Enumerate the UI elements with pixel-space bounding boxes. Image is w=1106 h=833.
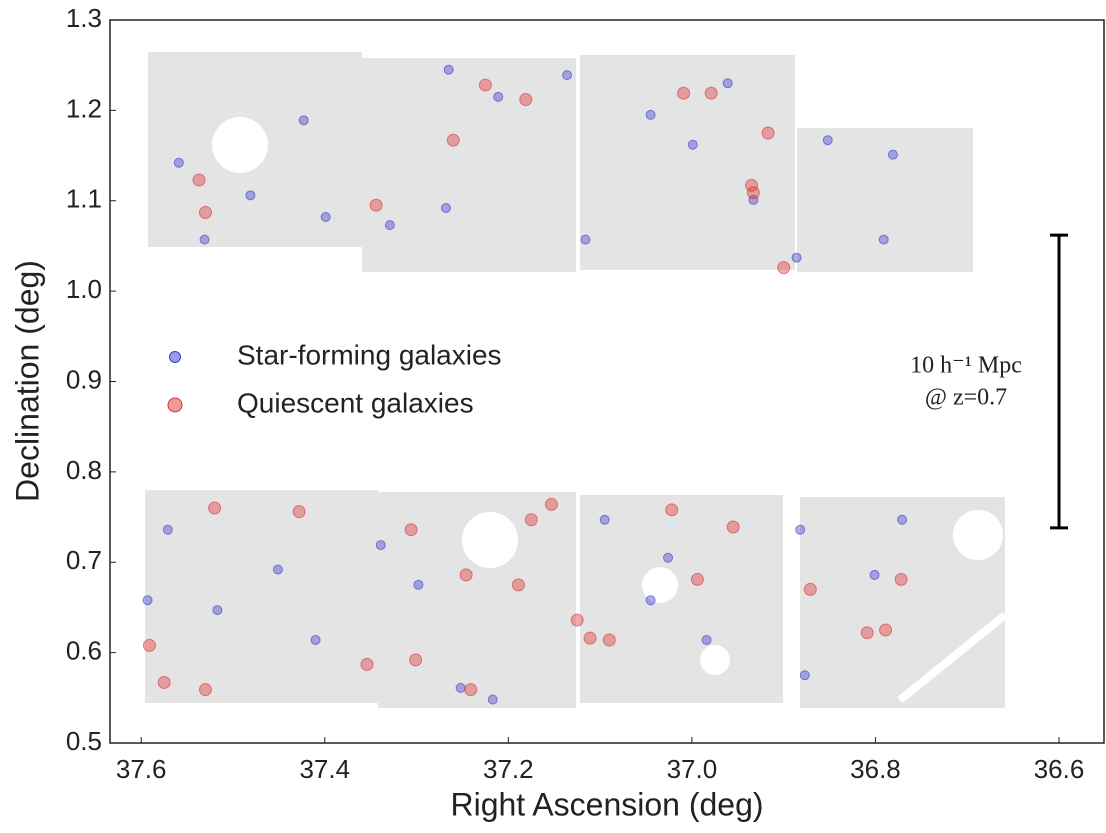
- x-tick-label: 36.6: [1034, 754, 1085, 784]
- point: [761, 126, 775, 140]
- x-tick-label: 37.6: [116, 754, 167, 784]
- point: [272, 564, 283, 575]
- point: [726, 520, 740, 534]
- point: [487, 694, 498, 705]
- point: [879, 623, 893, 637]
- x-axis-label: Right Ascension (deg): [450, 786, 763, 822]
- y-tick-label: 0.7: [66, 545, 102, 575]
- point: [292, 505, 306, 519]
- point: [677, 86, 691, 100]
- point: [192, 173, 206, 187]
- point: [478, 78, 492, 92]
- y-tick-label: 0.5: [66, 726, 102, 756]
- point: [887, 149, 898, 160]
- point: [777, 261, 791, 275]
- point: [822, 135, 833, 146]
- point: [384, 220, 395, 231]
- point: [665, 503, 679, 517]
- point: [878, 234, 889, 245]
- point: [443, 64, 454, 75]
- point: [570, 613, 584, 627]
- point: [409, 653, 423, 667]
- point: [142, 638, 156, 652]
- x-tick-label: 36.8: [850, 754, 901, 784]
- y-tick-label: 0.9: [66, 364, 102, 394]
- point: [310, 634, 321, 645]
- point: [162, 524, 173, 535]
- y-tick-label: 1.1: [66, 184, 102, 214]
- point: [580, 234, 591, 245]
- point: [645, 595, 656, 606]
- x-tick-label: 37.4: [299, 754, 350, 784]
- scale-bar-label: @ z=0.7: [925, 385, 1007, 411]
- point: [455, 682, 466, 693]
- legend-label: Star-forming galaxies: [237, 339, 502, 370]
- point: [519, 93, 533, 107]
- point: [360, 657, 374, 671]
- y-tick-label: 0.6: [66, 636, 102, 666]
- point: [173, 157, 184, 168]
- point: [583, 631, 597, 645]
- y-tick-label: 1.0: [66, 274, 102, 304]
- point: [645, 109, 656, 120]
- point: [701, 634, 712, 645]
- point: [795, 524, 806, 535]
- point: [493, 91, 504, 102]
- point: [897, 514, 908, 525]
- point: [524, 513, 538, 527]
- legend-marker: [167, 397, 183, 413]
- point: [511, 578, 525, 592]
- point: [208, 501, 222, 515]
- scale-bar-label: 10 h⁻¹ Mpc: [910, 353, 1022, 379]
- point: [440, 202, 451, 213]
- legend-label: Quiescent galaxies: [237, 387, 474, 418]
- point: [690, 572, 704, 586]
- y-tick-label: 1.3: [66, 3, 102, 33]
- survey-footprint: [145, 52, 1008, 708]
- point: [198, 683, 212, 697]
- point: [320, 212, 331, 223]
- point: [860, 626, 874, 640]
- point: [157, 675, 171, 689]
- point: [369, 198, 383, 212]
- y-tick-label: 0.8: [66, 455, 102, 485]
- point: [704, 86, 718, 100]
- point: [198, 205, 212, 219]
- x-tick-label: 37.2: [483, 754, 534, 784]
- point: [404, 523, 418, 537]
- point: [869, 569, 880, 580]
- point: [748, 194, 759, 205]
- point: [599, 514, 610, 525]
- point: [459, 568, 473, 582]
- point: [687, 139, 698, 150]
- point: [212, 605, 223, 616]
- point: [791, 252, 802, 263]
- point: [298, 115, 309, 126]
- y-axis-label: Declination (deg): [9, 260, 45, 502]
- point: [602, 633, 616, 647]
- point: [894, 572, 908, 586]
- point: [375, 540, 386, 551]
- x-tick-label: 37.0: [667, 754, 718, 784]
- legend-marker: [169, 351, 181, 363]
- point: [544, 497, 558, 511]
- point: [803, 582, 817, 596]
- point: [446, 133, 460, 147]
- point: [142, 595, 153, 606]
- point: [562, 70, 573, 81]
- point: [663, 552, 674, 563]
- point: [799, 670, 810, 681]
- point: [464, 683, 478, 697]
- y-tick-label: 1.2: [66, 93, 102, 123]
- point: [199, 234, 210, 245]
- point: [413, 579, 424, 590]
- point: [245, 190, 256, 201]
- point: [745, 178, 759, 192]
- point: [722, 78, 733, 89]
